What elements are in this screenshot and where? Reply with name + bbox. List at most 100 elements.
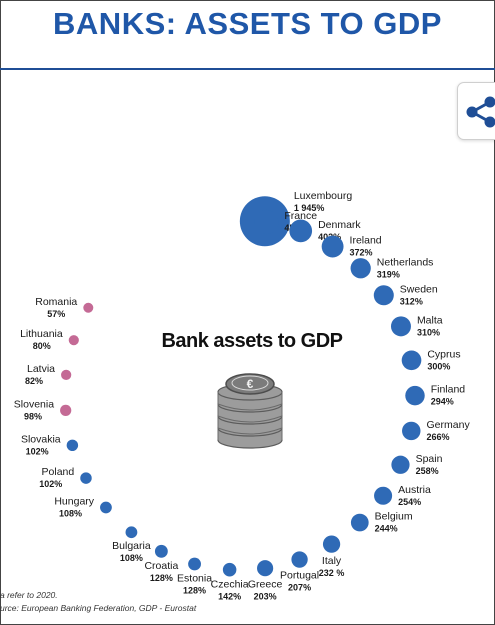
country-value: 1 945% — [294, 203, 325, 213]
bubble-belgium — [350, 513, 369, 532]
country-value: 57% — [47, 309, 65, 319]
country-name: Ireland — [350, 235, 382, 247]
country-value: 142% — [218, 591, 241, 601]
country-name: Estonia — [177, 572, 212, 584]
country-name: Portugal — [280, 570, 319, 582]
header-divider — [0, 68, 495, 70]
bubble-france — [254, 209, 279, 235]
country-value: 232 % — [319, 568, 345, 578]
bubble-slovakia — [66, 439, 79, 452]
country-value: 207% — [288, 583, 311, 593]
country-value: 254% — [398, 497, 421, 507]
country-value: 108% — [59, 508, 82, 518]
country-value: 300% — [427, 361, 450, 371]
bubble-greece — [257, 560, 274, 577]
country-name: Slovenia — [14, 398, 54, 410]
bubble-czechia — [222, 562, 237, 577]
country-value: 312% — [400, 296, 423, 306]
country-name: Spain — [416, 453, 443, 465]
bubble-austria — [374, 486, 393, 505]
country-name: Hungary — [54, 495, 94, 507]
country-name: Belgium — [375, 511, 413, 523]
country-value: 82% — [25, 376, 43, 386]
country-name: Denmark — [318, 219, 361, 231]
country-name: Czechia — [211, 578, 249, 590]
country-name: Malta — [417, 314, 443, 326]
country-value: 108% — [120, 553, 143, 563]
country-name: Luxembourg — [294, 190, 353, 202]
bubble-croatia — [154, 544, 168, 558]
country-name: Croatia — [144, 560, 178, 572]
country-name: Germany — [427, 419, 471, 431]
country-value: 102% — [39, 479, 62, 489]
country-value: 310% — [417, 327, 440, 337]
country-name: Bulgaria — [112, 540, 151, 552]
country-name: Latvia — [27, 363, 55, 375]
country-value: 258% — [416, 466, 439, 476]
country-name: Slovakia — [21, 433, 61, 445]
bubble-italy — [322, 535, 341, 553]
chart-center-title: Bank assets to GDP — [161, 330, 343, 352]
bubble-sweden — [373, 285, 394, 306]
country-name: Netherlands — [377, 256, 434, 268]
bubble-slovenia — [60, 404, 72, 417]
bubble-netherlands — [350, 258, 371, 279]
share-button[interactable] — [457, 82, 495, 140]
page-title: BANKS: ASSETS TO GDP — [53, 6, 442, 41]
footnote-source: urce: European Banking Federation, GDP -… — [0, 603, 197, 613]
country-name: Italy — [322, 555, 342, 567]
share-icon — [466, 96, 495, 128]
bubble-germany — [402, 421, 421, 441]
country-name: France — [284, 210, 317, 222]
bubble-portugal — [291, 551, 308, 568]
country-value: 266% — [427, 432, 450, 442]
bubble-finland — [405, 385, 425, 406]
country-name: Sweden — [400, 283, 438, 295]
bubble-spain — [391, 455, 410, 474]
bubble-bulgaria — [125, 526, 138, 539]
euro-coin-stack-icon: € — [217, 373, 283, 449]
country-value: 372% — [350, 248, 373, 258]
country-name: Greece — [248, 578, 283, 590]
country-name: Austria — [398, 484, 431, 496]
country-name: Lithuania — [20, 328, 63, 340]
country-value: 203% — [254, 591, 277, 601]
country-value: 128% — [183, 585, 206, 595]
country-name: Romania — [35, 296, 77, 308]
country-value: 102% — [26, 446, 49, 456]
country-name: Poland — [42, 466, 75, 478]
country-value: 128% — [150, 573, 173, 583]
country-name: Cyprus — [427, 348, 460, 360]
bubble-estonia — [188, 557, 201, 571]
bubble-hungary — [100, 501, 112, 514]
country-value: 98% — [24, 411, 42, 421]
footnote-date: a refer to 2020. — [0, 590, 58, 600]
bubble-malta — [390, 316, 411, 337]
bubble-romania — [83, 302, 94, 313]
country-value: 244% — [375, 524, 398, 534]
bubble-cyprus — [401, 350, 422, 371]
